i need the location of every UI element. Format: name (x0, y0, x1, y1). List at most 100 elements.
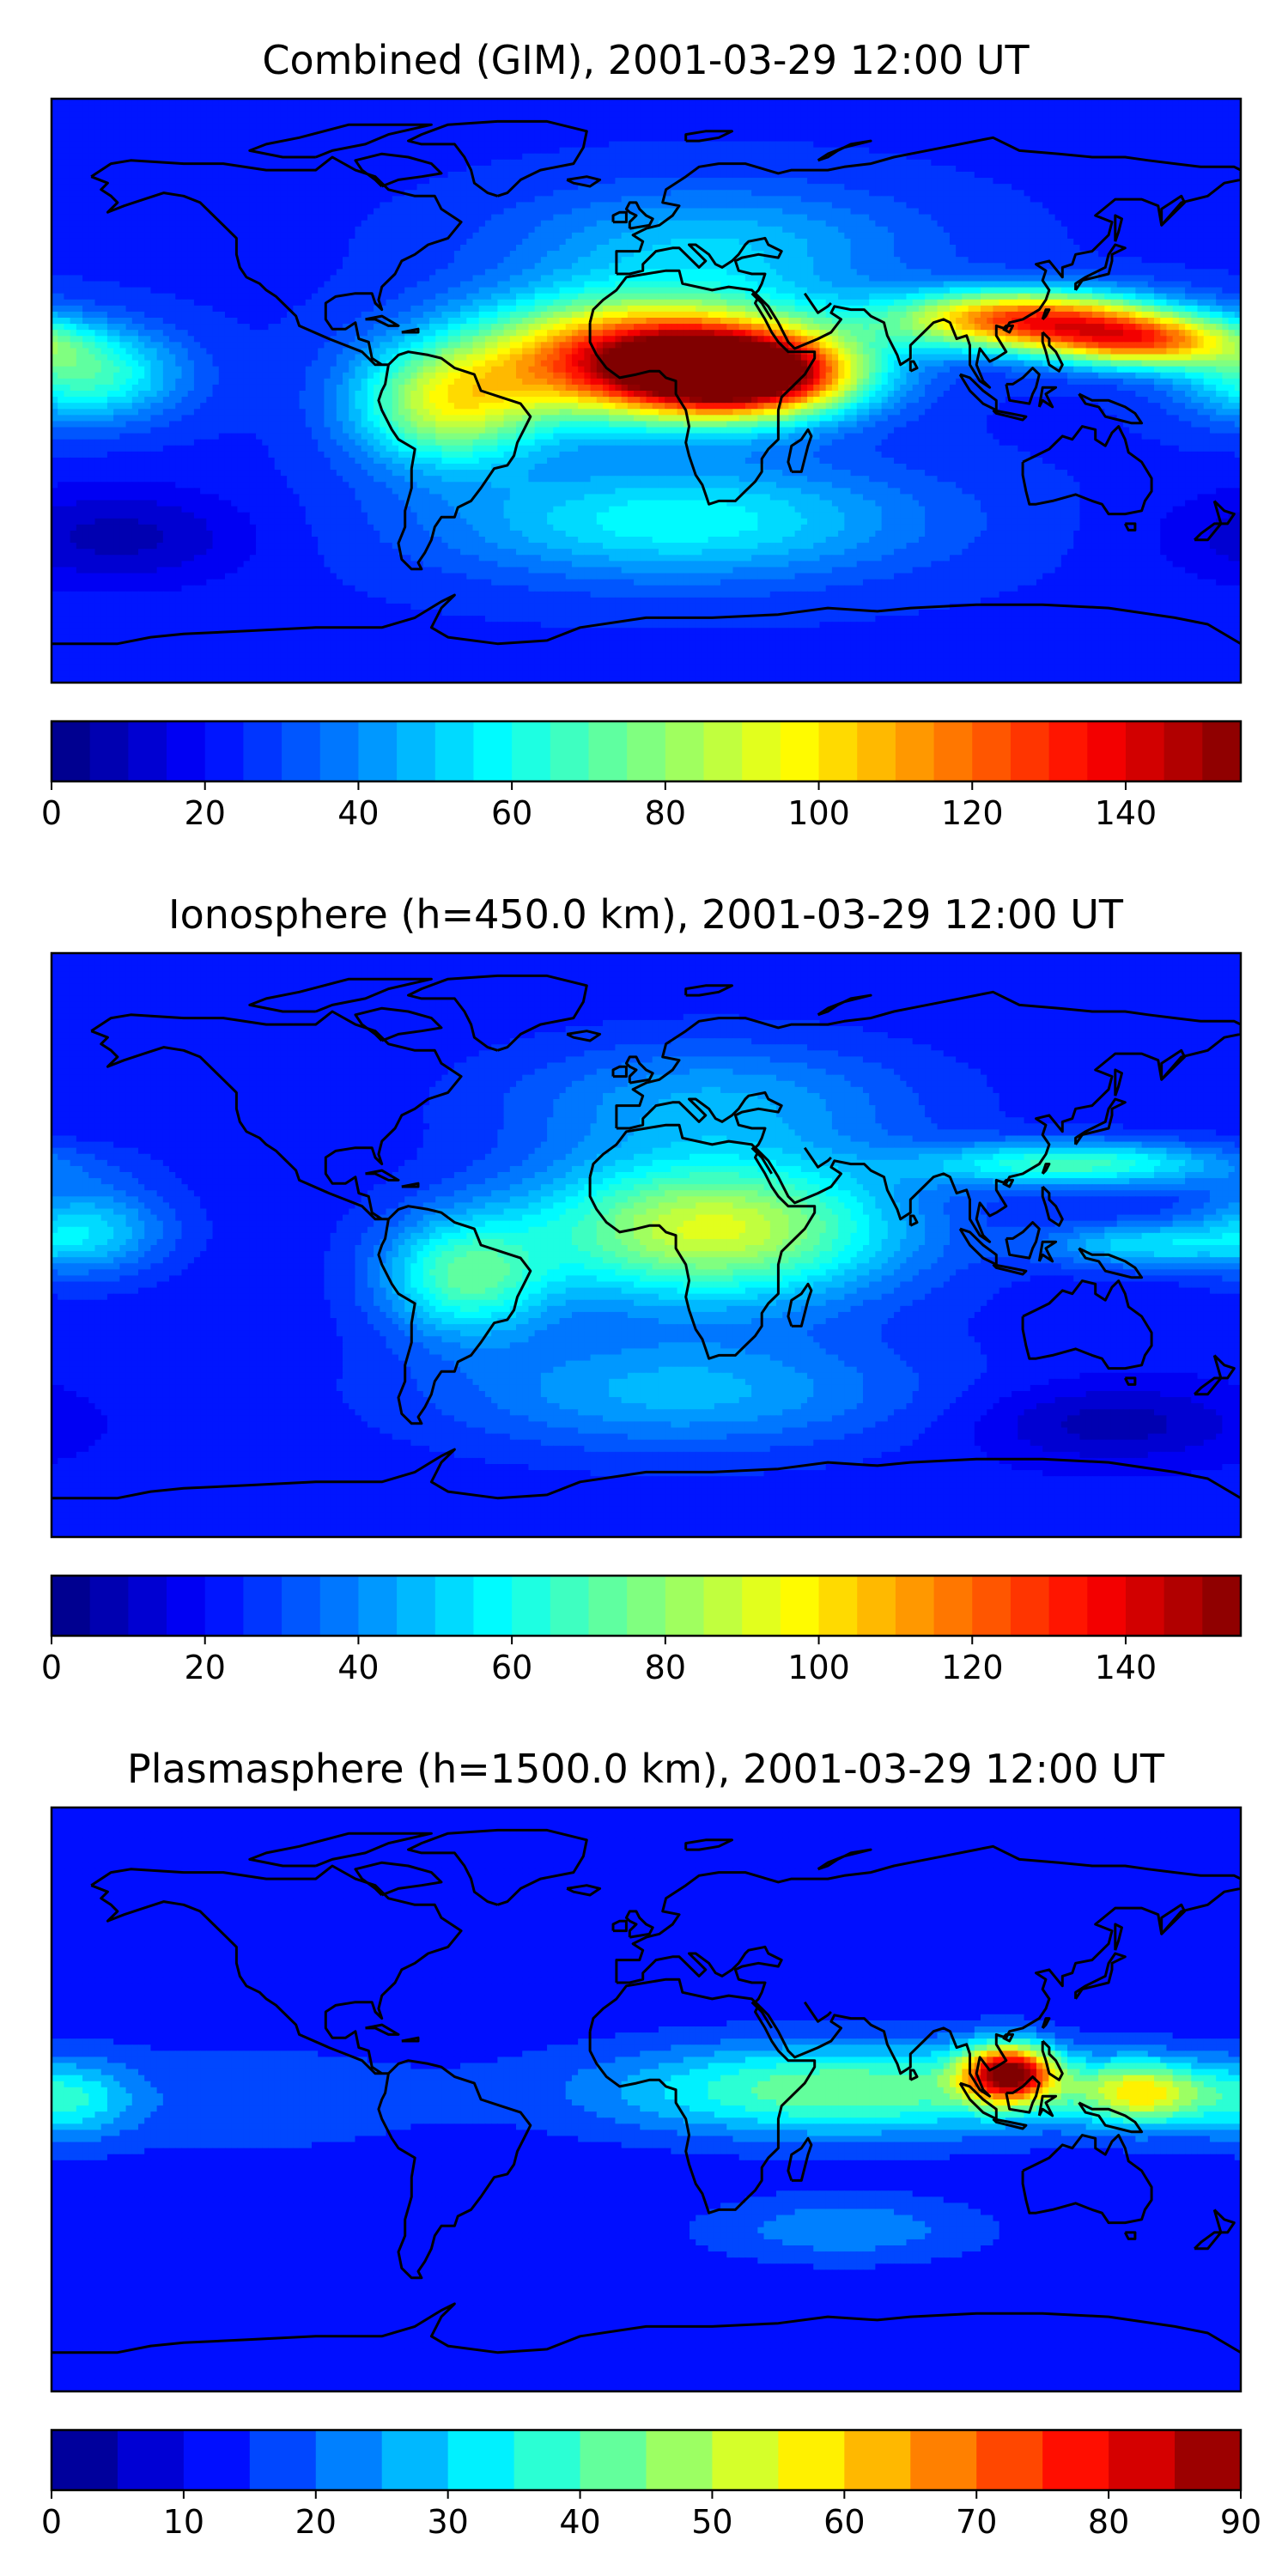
field-cell (100, 251, 108, 258)
field-cell (137, 153, 145, 161)
field-cell (565, 202, 573, 210)
field-cell (386, 220, 393, 228)
field-cell (287, 105, 294, 112)
field-cell (981, 226, 987, 234)
field-cell (1079, 172, 1087, 179)
field-cell (1222, 105, 1230, 112)
field-cell (751, 159, 758, 167)
field-cell (497, 159, 505, 167)
field-cell (912, 232, 920, 240)
field-cell (999, 245, 1006, 252)
field-cell (769, 238, 777, 246)
field-cell (1018, 105, 1025, 112)
field-cell (856, 196, 864, 204)
field-cell (343, 196, 349, 204)
field-cell (447, 99, 455, 106)
field-cell (987, 105, 994, 112)
field-cell (931, 129, 939, 137)
field-cell (838, 220, 845, 228)
field-cell (262, 147, 270, 155)
field-cell (274, 220, 282, 228)
field-cell (231, 135, 238, 143)
field-cell (193, 141, 201, 149)
field-cell (274, 135, 282, 143)
field-cell (435, 232, 443, 240)
field-cell (144, 214, 152, 222)
field-cell (943, 165, 951, 173)
field-cell (374, 220, 380, 228)
field-cell (58, 184, 65, 191)
field-cell (76, 232, 83, 240)
field-cell (392, 99, 399, 106)
field-cell (956, 190, 963, 197)
field-cell (906, 141, 914, 149)
field-cell (528, 105, 536, 112)
field-cell (999, 238, 1006, 246)
field-cell (268, 147, 276, 155)
field-cell (553, 226, 561, 234)
field-cell (658, 196, 665, 204)
field-cell (94, 245, 102, 252)
field-cell (949, 147, 957, 155)
field-cell (169, 111, 176, 118)
field-cell (422, 190, 430, 197)
field-cell (683, 123, 690, 131)
field-cell (825, 202, 833, 210)
field-cell (956, 232, 963, 240)
field-cell (813, 202, 821, 210)
field-cell (918, 202, 926, 210)
field-cell (528, 111, 536, 118)
field-cell (677, 159, 684, 167)
field-cell (962, 159, 969, 167)
field-cell (58, 165, 65, 173)
field-cell (256, 153, 263, 161)
field-cell (318, 251, 325, 258)
field-cell (559, 220, 567, 228)
field-cell (881, 172, 889, 179)
field-cell (380, 226, 387, 234)
field-cell (850, 232, 858, 240)
field-cell (1085, 123, 1093, 131)
field-cell (1079, 196, 1087, 204)
field-cell (453, 172, 461, 179)
field-cell (603, 129, 610, 137)
field-cell (956, 214, 963, 222)
field-cell (720, 105, 727, 112)
field-cell (968, 129, 975, 137)
field-cell (1054, 245, 1062, 252)
field-cell (1042, 238, 1049, 246)
field-cell (1091, 147, 1099, 155)
field-cell (565, 153, 573, 161)
field-cell (374, 202, 380, 210)
field-cell (1166, 226, 1174, 234)
field-cell (324, 129, 331, 137)
field-cell (52, 99, 58, 106)
field-cell (968, 214, 975, 222)
field-cell (249, 238, 257, 246)
field-cell (887, 135, 895, 143)
field-cell (1172, 245, 1180, 252)
field-cell (293, 123, 301, 131)
field-cell (738, 99, 746, 106)
field-cell (962, 202, 969, 210)
field-cell (1197, 99, 1205, 106)
field-cell (862, 251, 870, 258)
field-cell (937, 251, 945, 258)
field-cell (100, 111, 108, 118)
field-cell (472, 196, 480, 204)
field-cell (330, 141, 337, 149)
field-cell (1060, 99, 1068, 106)
field-cell (76, 202, 83, 210)
field-cell (268, 208, 276, 216)
field-cell (175, 190, 183, 197)
field-cell (516, 99, 523, 106)
field-cell (732, 129, 740, 137)
field-cell (862, 117, 870, 124)
field-cell (324, 159, 331, 167)
field-cell (82, 214, 89, 222)
field-cell (1191, 214, 1199, 222)
field-cell (881, 245, 889, 252)
field-cell (280, 208, 288, 216)
field-cell (237, 135, 245, 143)
field-cell (571, 208, 579, 216)
